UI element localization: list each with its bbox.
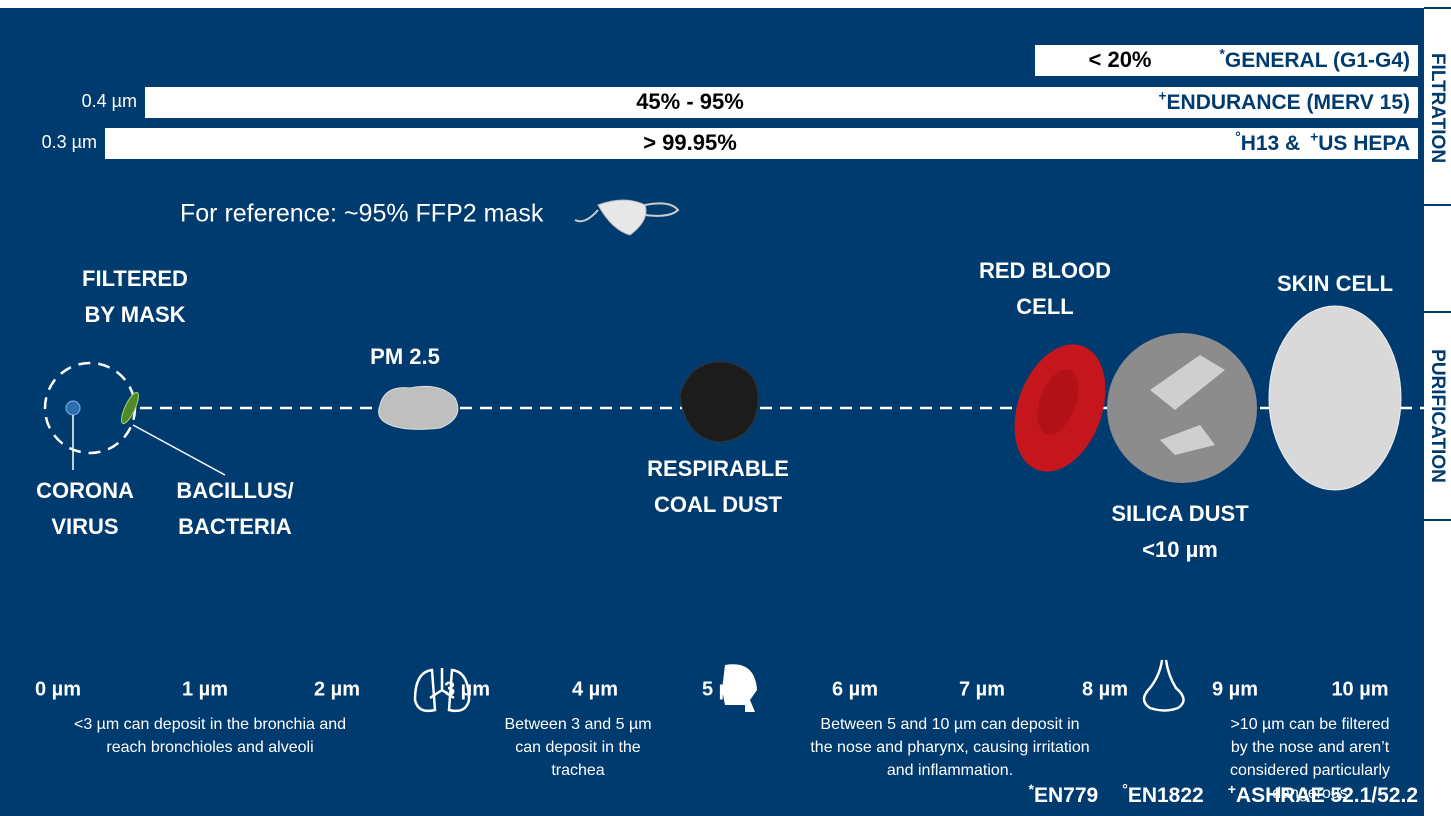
side-title: PURIFICATION [1427,349,1448,483]
footnote-text: EN1822 [1128,784,1204,807]
particle-label: <10 µm [1142,537,1218,562]
scale-label: 10 µm [1331,678,1388,700]
particle-label: BACILLUS/ [176,478,293,503]
particle-label: SILICA DUST [1111,501,1249,526]
scale-label: 4 µm [572,678,618,700]
scale-label: 2 µm [314,678,360,700]
particle-size: 0.3 µm [42,132,97,152]
scale-label: 3 µm [444,678,490,700]
standard: *GENERAL (G1-G4) [1220,46,1410,71]
marker: + [1159,88,1167,103]
efficiency: 45% - 95% [636,89,744,114]
standard-text: ENDURANCE (MERV 15) [1167,91,1410,114]
silica-dust [1107,333,1257,483]
footnote-text: EN779 [1034,784,1098,807]
scale-label: 5 µm [702,678,748,700]
note: trachea [551,762,604,779]
scale-label: 9 µm [1212,678,1258,700]
particle-label: RED BLOOD [979,258,1111,283]
marker: + [1228,781,1236,797]
particle-label: VIRUS [51,514,118,539]
particle-label: CORONA [36,478,134,503]
note: reach bronchioles and alveoli [106,739,313,756]
note: considered particularly [1230,762,1390,779]
particle-size: 0.4 µm [82,91,137,111]
particle-label: PM 2.5 [370,344,440,369]
footnote-text: ASHRAE 52.1/52.2 [1236,784,1418,807]
particle-label: CELL [1016,294,1073,319]
note: the nose and pharynx, causing irritation [810,739,1089,756]
marker: + [1310,129,1318,144]
note: Between 3 and 5 µm [504,716,651,733]
efficiency: < 20% [1089,47,1152,72]
scale-label: 0 µm [35,678,81,700]
page: < 20%*GENERAL (G1-G4)0.4 µm45% - 95%+END… [0,0,1451,816]
standard: +ENDURANCE (MERV 15) [1159,88,1410,113]
scale-label: 1 µm [182,678,228,700]
reference: For reference: ~95% FFP2 mask [180,200,544,228]
filtration-bar [105,128,1418,159]
standard-text: GENERAL (G1-G4) [1225,49,1410,72]
scale-label: 7 µm [959,678,1005,700]
particle-label: COAL DUST [654,492,782,517]
note: Between 5 and 10 µm can deposit in [820,716,1079,733]
standard-text: H13 & [1241,132,1301,155]
scale-label: 6 µm [832,678,878,700]
note: by the nose and aren’t [1231,739,1390,756]
particle-label: SKIN CELL [1277,271,1393,296]
infographic: < 20%*GENERAL (G1-G4)0.4 µm45% - 95%+END… [0,0,1451,816]
note: can deposit in the [515,739,641,756]
note: >10 µm can be filtered [1230,716,1389,733]
particle-label: FILTERED [82,266,188,291]
standard-text: US HEPA [1318,132,1410,155]
standard: °H13 &+US HEPA [1235,129,1410,154]
pm25-particle [379,386,458,429]
note: <3 µm can deposit in the bronchia and [74,716,346,733]
particle-label: BACTERIA [178,514,292,539]
particle-label: BY MASK [84,302,185,327]
efficiency: > 99.95% [643,130,737,155]
side-title: FILTRATION [1427,53,1448,163]
scale-label: 8 µm [1082,678,1128,700]
corona-virus [66,401,80,415]
skin-cell [1269,306,1401,490]
particle-label: RESPIRABLE [647,456,789,481]
note: and inflammation. [887,762,1013,779]
